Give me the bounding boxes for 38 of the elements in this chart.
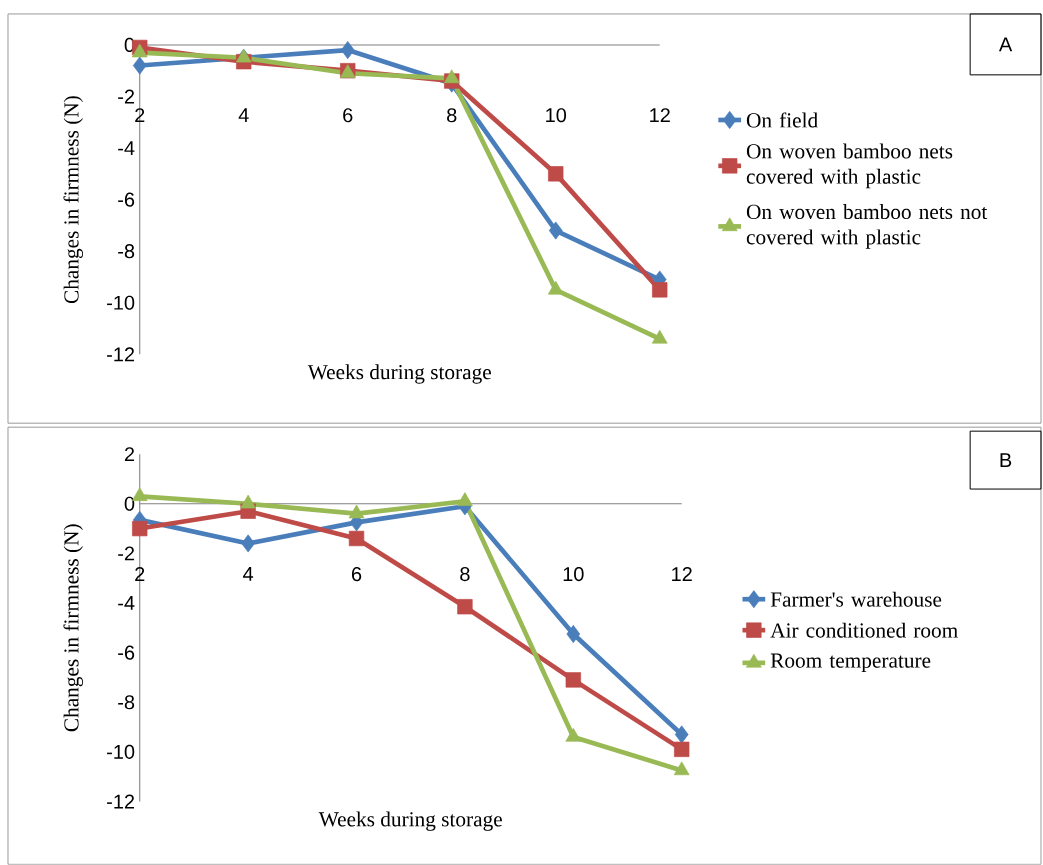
- legend-label: Room temperature: [770, 653, 931, 673]
- y-tick-label: -10: [107, 744, 135, 759]
- y-tick-label: -8: [118, 695, 135, 710]
- y-tick-label: -2: [118, 89, 135, 104]
- y-tick-label: -6: [118, 192, 135, 207]
- x-tick-label: 2: [135, 108, 145, 123]
- x-tick-label: 8: [460, 567, 470, 582]
- x-tick-label: 6: [343, 108, 353, 123]
- x-tick-label: 12: [672, 567, 692, 582]
- x-tick-label: 8: [447, 108, 457, 123]
- y-axis-title: Changes in firmness (N): [63, 96, 84, 304]
- y-tick-label: -4: [118, 596, 135, 610]
- y-tick-label: -2: [118, 546, 135, 561]
- x-tick-label: 4: [243, 567, 254, 581]
- y-tick-label: 2: [124, 447, 135, 462]
- y-tick-label: -8: [118, 244, 135, 259]
- text: B: [1000, 453, 1012, 468]
- y-axis-title: Changes in firmness (N): [63, 524, 84, 732]
- legend-label: Air conditioned room: [770, 622, 958, 638]
- x-tick-label: 10: [546, 108, 567, 123]
- legend-label: Farmer's warehouse: [770, 591, 942, 607]
- x-tick-label: 4: [238, 108, 249, 122]
- legend-label: On woven bamboo nets covered with plastic: [746, 143, 953, 189]
- y-tick-label: -12: [107, 794, 135, 809]
- legend-label: On field: [746, 112, 818, 128]
- y-tick-label: -6: [118, 645, 135, 660]
- y-tick-label: -10: [107, 295, 135, 310]
- x-tick-label: 2: [135, 567, 145, 582]
- x-axis-title: Weeks during storage: [307, 364, 491, 384]
- y-tick-label: -12: [107, 347, 135, 362]
- x-axis-title: Weeks during storage: [318, 811, 502, 831]
- x-tick-label: 10: [563, 567, 584, 582]
- x-tick-label: 12: [650, 108, 670, 123]
- x-tick-label: 6: [351, 567, 362, 582]
- text: A: [998, 37, 1013, 52]
- legend-label: On woven bamboo nets not covered with plastic: [746, 204, 988, 249]
- y-tick-label: -4: [118, 141, 135, 155]
- y-tick-label: 0: [124, 496, 135, 511]
